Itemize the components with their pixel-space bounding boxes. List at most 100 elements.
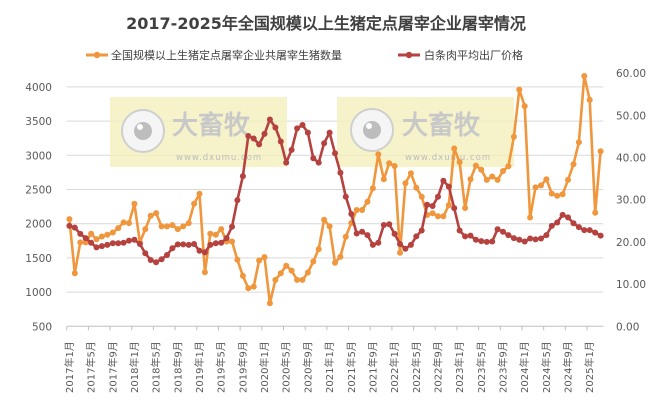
- data-point[interactable]: [250, 135, 257, 142]
- data-point[interactable]: [505, 232, 512, 239]
- data-point[interactable]: [169, 245, 176, 252]
- data-point[interactable]: [174, 226, 181, 233]
- data-point[interactable]: [407, 241, 414, 248]
- data-point[interactable]: [326, 129, 333, 136]
- data-point[interactable]: [570, 161, 577, 168]
- data-point[interactable]: [521, 103, 528, 110]
- data-point[interactable]: [435, 213, 441, 220]
- data-point[interactable]: [456, 227, 463, 234]
- data-point[interactable]: [532, 236, 539, 243]
- data-point[interactable]: [201, 249, 208, 256]
- data-point[interactable]: [71, 270, 78, 277]
- data-point[interactable]: [288, 267, 295, 274]
- data-point[interactable]: [521, 238, 528, 245]
- data-point[interactable]: [256, 141, 263, 148]
- data-point[interactable]: [98, 233, 105, 240]
- data-point[interactable]: [71, 224, 78, 231]
- data-point[interactable]: [185, 241, 192, 248]
- data-point[interactable]: [440, 213, 447, 220]
- data-point[interactable]: [315, 159, 322, 166]
- data-point[interactable]: [212, 231, 219, 238]
- data-point[interactable]: [429, 210, 436, 217]
- data-point[interactable]: [472, 162, 479, 169]
- data-point[interactable]: [212, 240, 219, 247]
- data-point[interactable]: [77, 239, 84, 246]
- data-point[interactable]: [375, 239, 382, 246]
- data-point[interactable]: [201, 269, 208, 276]
- data-point[interactable]: [120, 239, 127, 246]
- data-point[interactable]: [467, 232, 474, 239]
- data-point[interactable]: [516, 236, 523, 243]
- data-point[interactable]: [391, 163, 398, 169]
- data-point[interactable]: [256, 257, 263, 264]
- data-point[interactable]: [483, 238, 490, 245]
- data-point[interactable]: [380, 176, 387, 183]
- data-point[interactable]: [104, 241, 111, 248]
- data-point[interactable]: [456, 159, 463, 166]
- legend-item-pork-price[interactable]: 白条肉平均出厂价格: [398, 48, 523, 62]
- data-point[interactable]: [532, 184, 539, 191]
- data-point[interactable]: [397, 241, 403, 247]
- data-point[interactable]: [180, 223, 187, 230]
- data-point[interactable]: [174, 241, 181, 248]
- data-point[interactable]: [440, 177, 447, 184]
- data-point[interactable]: [299, 276, 306, 283]
- data-point[interactable]: [510, 235, 517, 242]
- data-point[interactable]: [489, 173, 496, 180]
- data-point[interactable]: [321, 216, 328, 223]
- data-point[interactable]: [494, 176, 501, 183]
- data-point[interactable]: [548, 190, 555, 197]
- data-point[interactable]: [413, 233, 420, 240]
- data-point[interactable]: [413, 184, 420, 191]
- data-point[interactable]: [185, 220, 192, 227]
- data-point[interactable]: [332, 259, 338, 266]
- data-point[interactable]: [575, 139, 582, 146]
- data-point[interactable]: [581, 73, 588, 79]
- data-point[interactable]: [424, 201, 431, 208]
- data-point[interactable]: [126, 237, 132, 244]
- data-point[interactable]: [391, 230, 398, 237]
- data-point[interactable]: [337, 169, 344, 176]
- data-point[interactable]: [304, 129, 311, 136]
- data-point[interactable]: [478, 238, 485, 245]
- data-point[interactable]: [158, 256, 165, 263]
- data-point[interactable]: [245, 133, 252, 139]
- data-point[interactable]: [435, 193, 441, 200]
- data-point[interactable]: [592, 209, 599, 216]
- data-point[interactable]: [494, 226, 501, 233]
- data-point[interactable]: [505, 163, 512, 170]
- data-point[interactable]: [321, 140, 328, 147]
- data-point[interactable]: [364, 198, 371, 205]
- legend-item-slaughter-count[interactable]: 全国规模以上生猪定点屠宰企业共屠宰生猪数量: [86, 48, 342, 62]
- data-point[interactable]: [516, 86, 523, 93]
- data-point[interactable]: [418, 193, 425, 200]
- data-point[interactable]: [223, 235, 230, 242]
- data-point[interactable]: [277, 270, 284, 277]
- data-point[interactable]: [369, 185, 376, 192]
- data-point[interactable]: [543, 232, 550, 239]
- data-point[interactable]: [353, 230, 360, 237]
- data-point[interactable]: [527, 235, 534, 242]
- data-point[interactable]: [153, 259, 160, 266]
- data-point[interactable]: [462, 205, 469, 211]
- data-point[interactable]: [277, 138, 284, 145]
- data-point[interactable]: [369, 241, 376, 248]
- data-point[interactable]: [93, 244, 100, 251]
- data-point[interactable]: [191, 241, 198, 247]
- data-point[interactable]: [142, 250, 149, 257]
- data-point[interactable]: [472, 236, 479, 243]
- data-point[interactable]: [126, 220, 132, 227]
- data-point[interactable]: [359, 228, 366, 235]
- data-point[interactable]: [380, 222, 387, 228]
- data-point[interactable]: [98, 243, 105, 250]
- data-point[interactable]: [418, 227, 425, 234]
- data-point[interactable]: [304, 269, 311, 276]
- data-point[interactable]: [207, 230, 214, 237]
- data-point[interactable]: [510, 133, 517, 140]
- data-point[interactable]: [386, 221, 393, 228]
- data-point[interactable]: [565, 214, 571, 221]
- data-point[interactable]: [77, 230, 84, 237]
- data-point[interactable]: [239, 173, 246, 180]
- data-point[interactable]: [364, 232, 371, 239]
- data-point[interactable]: [451, 205, 458, 212]
